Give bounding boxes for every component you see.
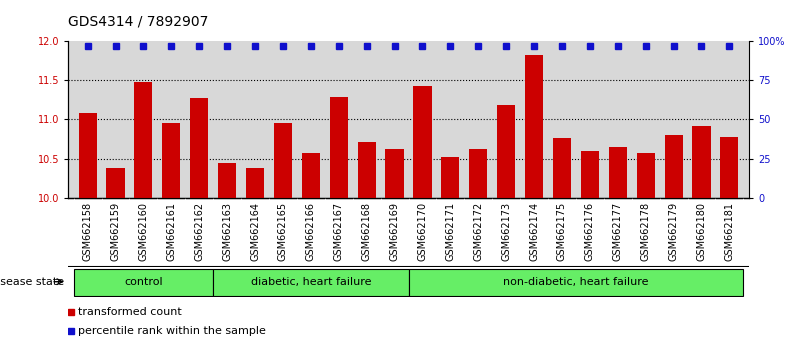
Bar [218, 163, 236, 198]
FancyBboxPatch shape [213, 269, 409, 296]
Text: GDS4314 / 7892907: GDS4314 / 7892907 [68, 14, 208, 28]
Bar [190, 98, 208, 198]
Bar [609, 147, 627, 198]
Bar [330, 97, 348, 198]
Bar [78, 113, 97, 198]
Bar [302, 153, 320, 198]
Text: GSM662179: GSM662179 [669, 202, 678, 261]
Bar [413, 86, 432, 198]
Text: GSM662177: GSM662177 [613, 202, 623, 261]
Bar [441, 157, 460, 198]
Text: GSM662172: GSM662172 [473, 202, 483, 261]
Bar [525, 55, 543, 198]
Text: percentile rank within the sample: percentile rank within the sample [78, 326, 266, 336]
Text: GSM662181: GSM662181 [724, 202, 735, 261]
Text: GSM662158: GSM662158 [83, 202, 93, 261]
Bar [469, 149, 487, 198]
Text: GSM662159: GSM662159 [111, 202, 120, 261]
Text: control: control [124, 277, 163, 287]
Bar [385, 149, 404, 198]
Text: GSM662162: GSM662162 [194, 202, 204, 261]
Bar [246, 168, 264, 198]
Text: GSM662175: GSM662175 [557, 202, 567, 261]
Text: GSM662176: GSM662176 [585, 202, 595, 261]
Text: GSM662165: GSM662165 [278, 202, 288, 261]
Bar [163, 124, 180, 198]
Text: GSM662173: GSM662173 [501, 202, 511, 261]
Text: GSM662174: GSM662174 [529, 202, 539, 261]
Bar [720, 137, 739, 198]
Text: GSM662171: GSM662171 [445, 202, 455, 261]
Bar [135, 82, 152, 198]
Bar [497, 105, 515, 198]
Text: GSM662161: GSM662161 [167, 202, 176, 261]
Text: GSM662163: GSM662163 [222, 202, 232, 261]
Text: GSM662160: GSM662160 [139, 202, 148, 261]
Text: GSM662167: GSM662167 [334, 202, 344, 261]
Text: diabetic, heart failure: diabetic, heart failure [251, 277, 371, 287]
Text: GSM662166: GSM662166 [306, 202, 316, 261]
Text: GSM662164: GSM662164 [250, 202, 260, 261]
Bar [637, 153, 654, 198]
FancyBboxPatch shape [409, 269, 743, 296]
Text: GSM662169: GSM662169 [389, 202, 400, 261]
Text: GSM662170: GSM662170 [417, 202, 428, 261]
Text: disease state: disease state [0, 277, 64, 287]
Bar [274, 124, 292, 198]
Text: transformed count: transformed count [78, 307, 182, 317]
Bar [581, 151, 599, 198]
Bar [553, 138, 571, 198]
Bar [665, 135, 682, 198]
Bar [357, 142, 376, 198]
Text: GSM662178: GSM662178 [641, 202, 650, 261]
Text: GSM662180: GSM662180 [697, 202, 706, 261]
FancyBboxPatch shape [74, 269, 213, 296]
Text: GSM662168: GSM662168 [362, 202, 372, 261]
Bar [692, 126, 710, 198]
Bar [107, 168, 125, 198]
Text: non-diabetic, heart failure: non-diabetic, heart failure [503, 277, 649, 287]
